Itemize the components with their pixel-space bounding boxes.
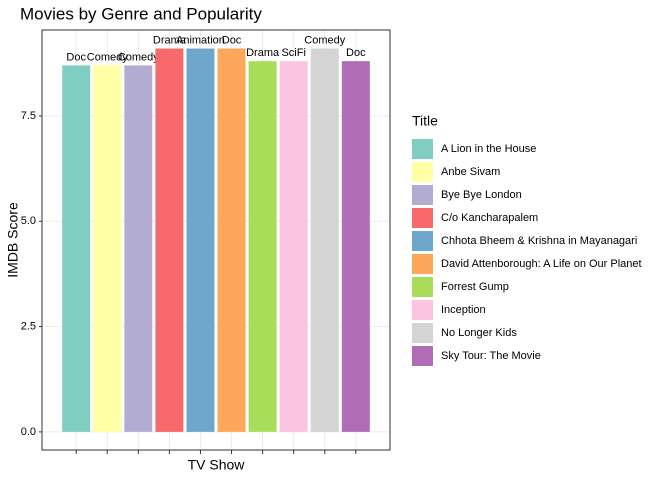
bar [279, 61, 308, 432]
y-axis-label: IMDB Score [5, 202, 21, 278]
bar [341, 61, 370, 432]
bar [124, 65, 153, 432]
legend-label: No Longer Kids [441, 327, 517, 339]
chart-title: Movies by Genre and Popularity [20, 4, 262, 23]
legend-key [412, 323, 433, 343]
bar [186, 48, 215, 432]
bar-label: Animation [176, 34, 225, 46]
legend-label: A Lion in the House [441, 143, 536, 155]
bar-label: Comedy [304, 34, 345, 46]
bar [217, 48, 246, 432]
bar [310, 48, 339, 432]
legend-label: Forrest Gump [441, 281, 509, 293]
y-tick-label: 2.5 [21, 320, 36, 332]
legend-label: David Attenborough: A Life on Our Planet [441, 258, 642, 270]
legend-key [412, 277, 433, 297]
legend-key [412, 254, 433, 274]
bar-label: Comedy [118, 51, 159, 63]
bar [248, 61, 277, 432]
bar [62, 65, 91, 432]
bar-label: Doc [222, 34, 242, 46]
legend-label: Sky Tour: The Movie [441, 350, 541, 362]
legend-label: Bye Bye London [441, 189, 522, 201]
legend-label: C/o Kancharapalem [441, 212, 538, 224]
bar-label: Doc [66, 51, 86, 63]
legend-label: Chhota Bheem & Krishna in Mayanagari [441, 235, 637, 247]
legend-key [412, 300, 433, 320]
legend-key [412, 185, 433, 205]
legend-key [412, 208, 433, 228]
bar-label: Comedy [87, 51, 128, 63]
legend-title: Title [412, 113, 438, 129]
y-tick-label: 0.0 [21, 426, 36, 438]
bar-label: SciFi [281, 47, 305, 59]
legend-label: Inception [441, 304, 486, 316]
bar-label: Drama [153, 34, 187, 46]
bar-label: Doc [346, 47, 366, 59]
y-tick-label: 5.0 [21, 215, 36, 227]
panel-border [41, 29, 391, 451]
y-tick-label: 7.5 [21, 110, 36, 122]
legend-key [412, 346, 433, 366]
legend-key [412, 162, 433, 182]
bar-label: Drama [246, 47, 280, 59]
bar [155, 48, 184, 432]
legend-label: Anbe Sivam [441, 166, 500, 178]
legend-key [412, 139, 433, 159]
x-axis-label: TV Show [188, 457, 246, 473]
bar [93, 65, 122, 432]
legend-key [412, 231, 433, 251]
